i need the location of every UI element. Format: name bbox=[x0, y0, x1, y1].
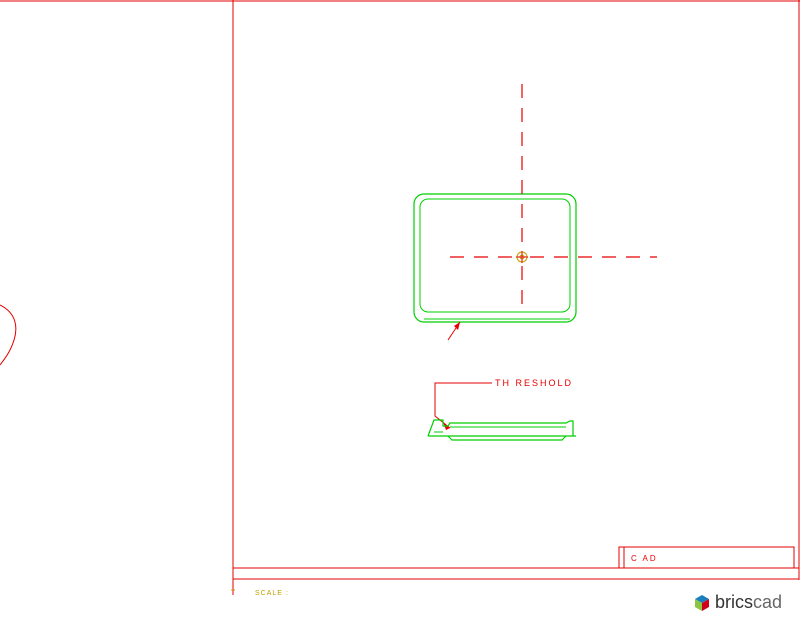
cad-label: C AD bbox=[631, 554, 658, 563]
bricscad-logo: bricscad bbox=[693, 592, 782, 613]
bricscad-logo-icon bbox=[693, 594, 711, 612]
bricscad-logo-text: bricscad bbox=[715, 592, 782, 613]
threshold-label: TH RESHOLD bbox=[495, 378, 573, 388]
left-arc-fragment bbox=[0, 305, 16, 365]
scale-label: SCALE : bbox=[255, 590, 289, 597]
cad-drawing-canvas: C AD SCALE : TH RESHOLD bbox=[0, 0, 800, 619]
shower-plan-inner bbox=[420, 199, 570, 312]
shower-plan-outer bbox=[414, 194, 576, 322]
